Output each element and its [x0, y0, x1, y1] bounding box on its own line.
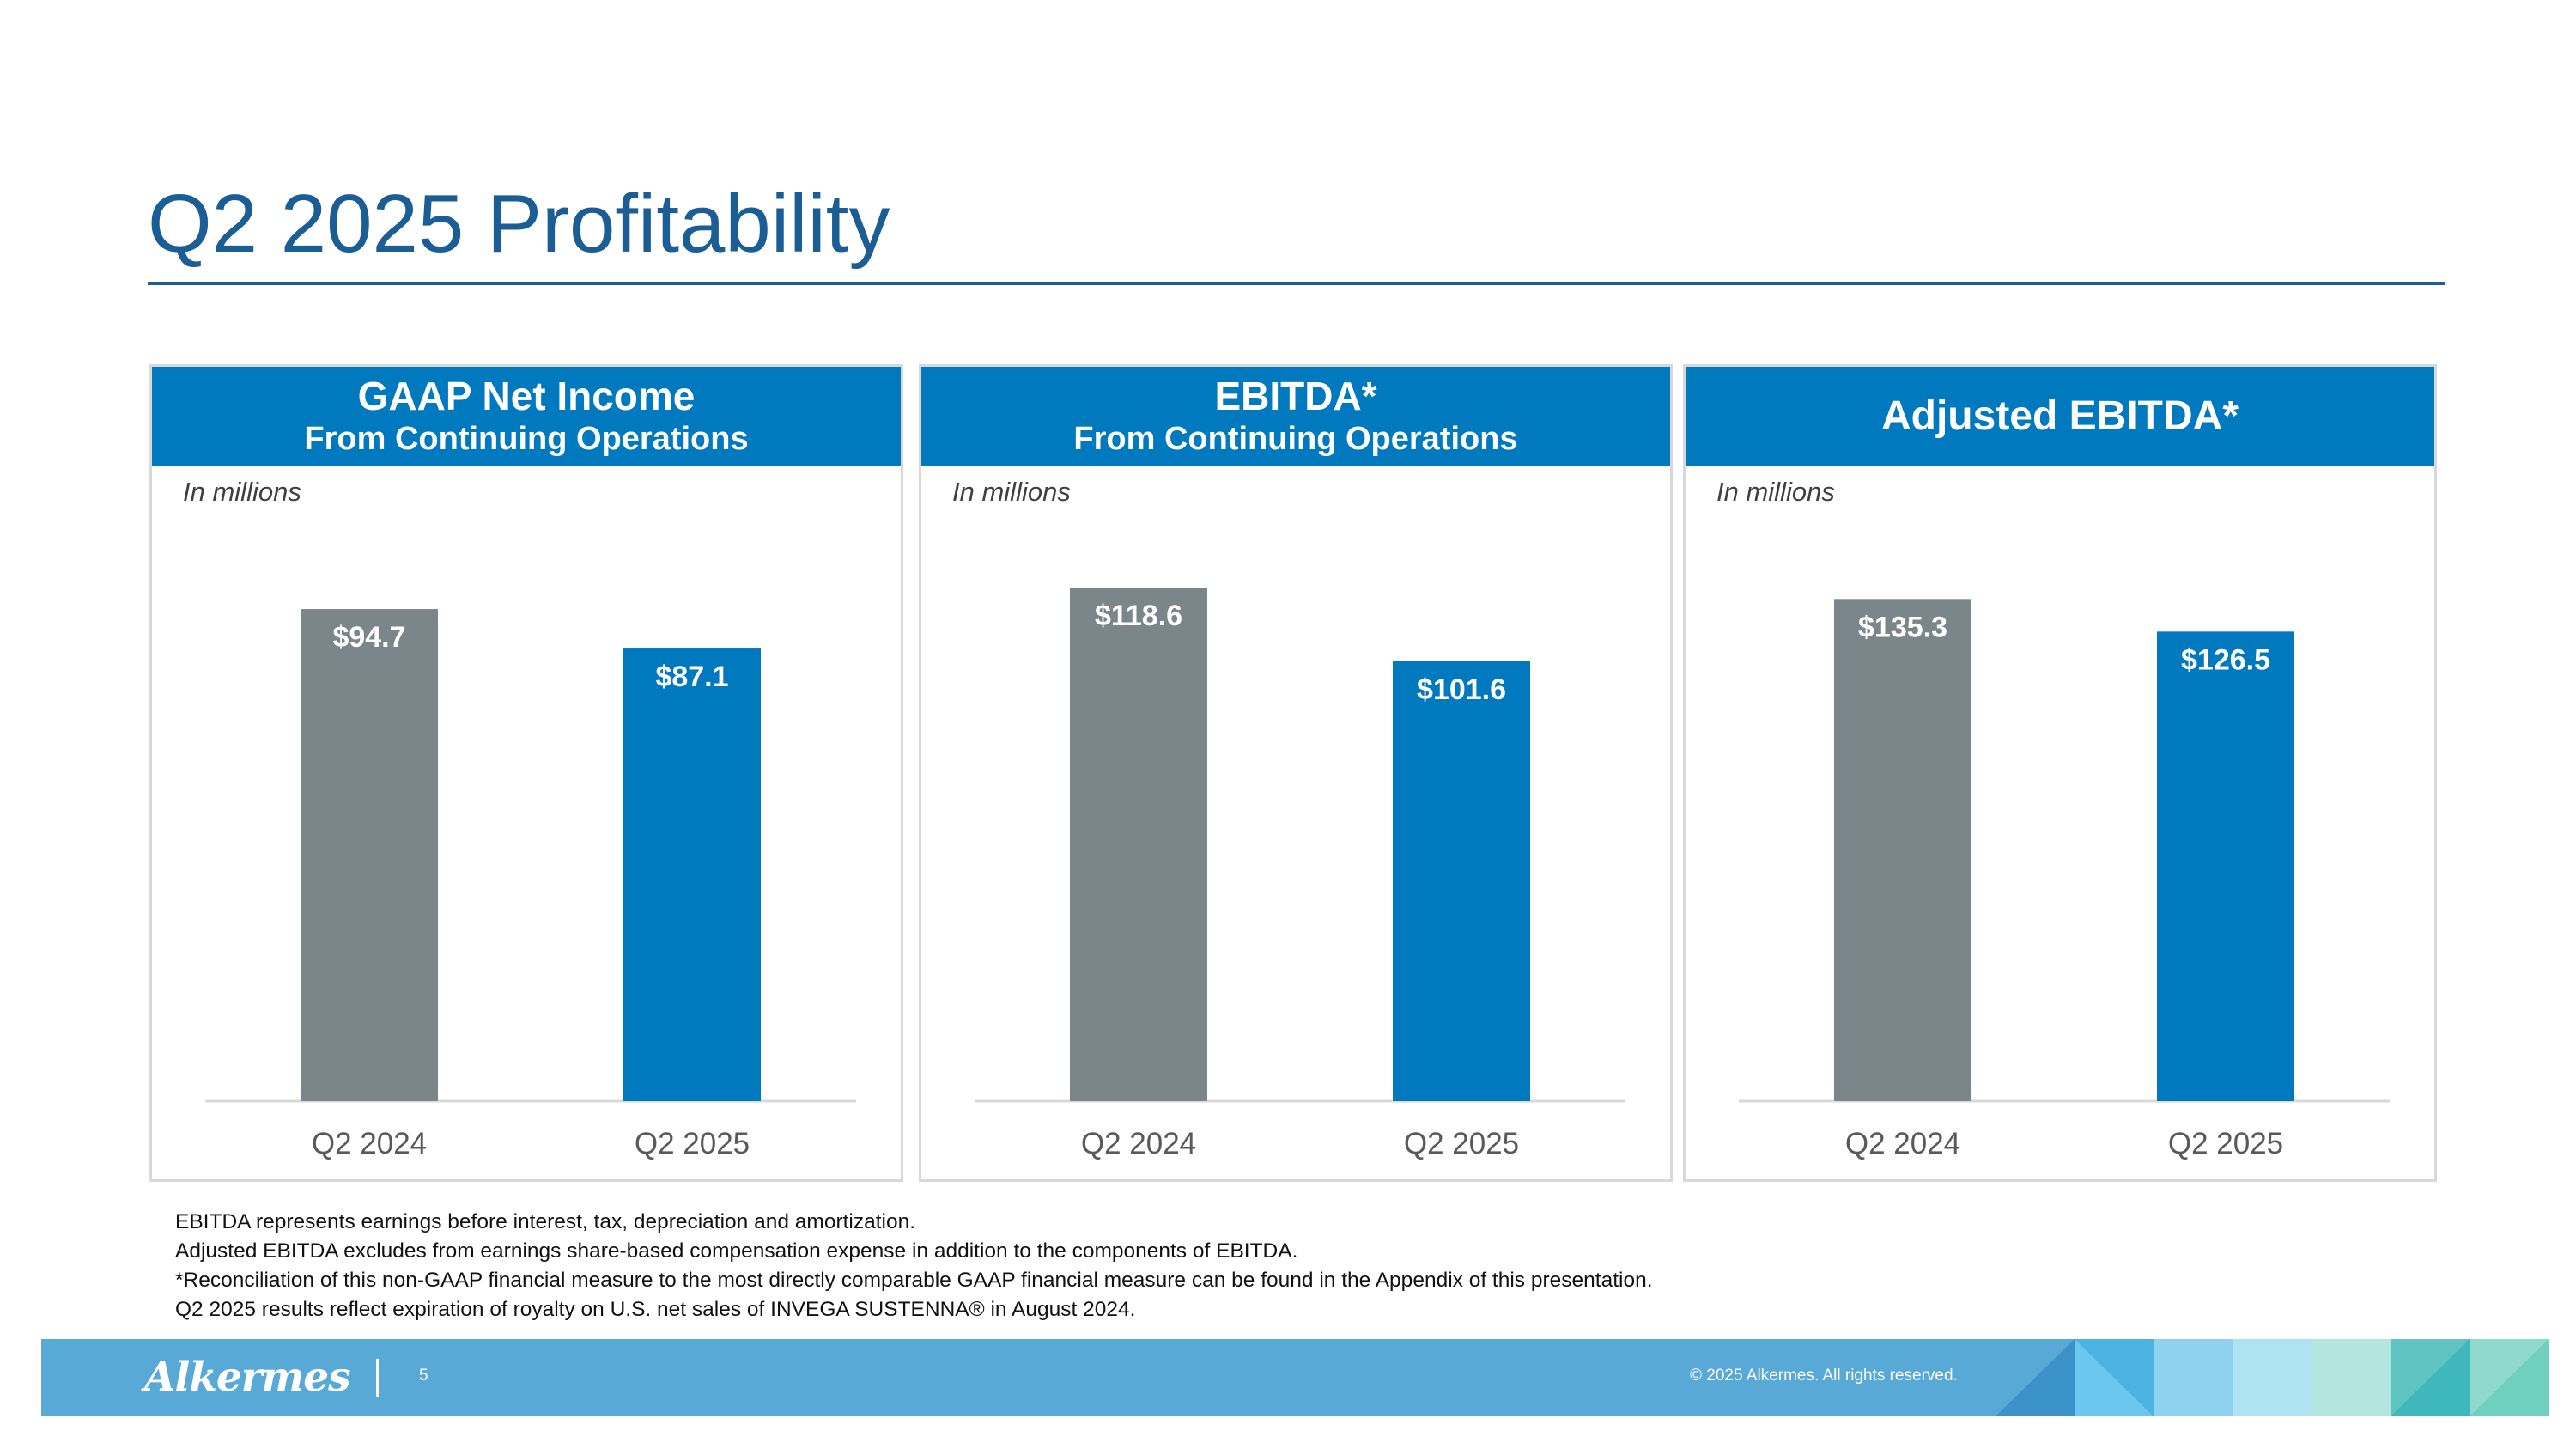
ebitda-chart: $118.6 Q2 2024 $101.6 Q2 2025: [975, 588, 1625, 1160]
gaap-net-income-panel: GAAP Net Income From Continuing Operatio…: [149, 364, 903, 1182]
alkermes-logo: Alkermes: [144, 1354, 351, 1401]
page-title: Q2 2025 Profitability: [148, 178, 890, 270]
bar-value-label: $126.5: [2181, 643, 2270, 676]
bar-q2-2025: [623, 648, 761, 1101]
adjusted-ebitda-chart: $135.3 Q2 2024 $126.5 Q2 2025: [1739, 599, 2390, 1160]
x-tick-label: Q2 2024: [1081, 1127, 1196, 1160]
x-tick-label: Q2 2025: [2168, 1127, 2283, 1160]
copyright-text: © 2025 Alkermes. All rights reserved.: [1690, 1367, 1958, 1385]
panel-title: Adjusted EBITDA*: [1880, 393, 2239, 439]
bar-q2-2024: [301, 609, 438, 1101]
units-note: In millions: [952, 477, 1071, 507]
ebitda-panel: EBITDA* From Continuing Operations In mi…: [919, 364, 1673, 1182]
bar-q2-2024: [1834, 599, 1971, 1101]
gaap-net-income-chart: $94.7 Q2 2024 $87.1 Q2 2025: [205, 609, 856, 1160]
footer-decoration: [1996, 1339, 2549, 1416]
panel-title: GAAP Net Income: [357, 374, 696, 419]
x-tick-label: Q2 2025: [635, 1127, 750, 1160]
adjusted-ebitda-panel: Adjusted EBITDA* In millions $135.3 Q2 20…: [1683, 364, 2437, 1182]
bar-value-label: $118.6: [1095, 600, 1182, 632]
bar-q2-2024: [1070, 588, 1207, 1101]
footnote: EBITDA represents earnings before intere…: [175, 1210, 916, 1233]
units-note: In millions: [183, 477, 301, 507]
panel-header: GAAP Net Income From Continuing Operatio…: [152, 367, 901, 466]
footnotes: EBITDA represents earnings before intere…: [175, 1208, 1653, 1324]
bar-q2-2025: [1393, 661, 1530, 1101]
bar-q2-2025: [2157, 631, 2294, 1101]
x-tick-label: Q2 2025: [1404, 1127, 1519, 1160]
page-number: 5: [419, 1367, 428, 1385]
footnote: Q2 2025 results reflect expiration of ro…: [175, 1298, 1136, 1321]
x-tick-label: Q2 2024: [312, 1127, 427, 1160]
footer-bar: Alkermes 5 © 2025 Alkermes. All rights r…: [41, 1339, 2549, 1416]
units-note: In millions: [1716, 477, 1835, 507]
panel-subtitle: From Continuing Operations: [1073, 421, 1518, 458]
footnote: *Reconciliation of this non-GAAP financi…: [175, 1269, 1653, 1292]
panel-title: EBITDA*: [1214, 374, 1377, 419]
bar-value-label: $87.1: [655, 661, 728, 693]
bar-value-label: $101.6: [1417, 673, 1506, 706]
bar-value-label: $135.3: [1858, 611, 1947, 643]
x-tick-label: Q2 2024: [1845, 1127, 1960, 1160]
title-divider: [148, 282, 2445, 285]
panel-subtitle: From Continuing Operations: [304, 421, 749, 458]
bar-value-label: $94.7: [332, 621, 405, 654]
footnote: Adjusted EBITDA excludes from earnings s…: [175, 1239, 1298, 1263]
panel-header: Adjusted EBITDA*: [1686, 367, 2434, 466]
footer-divider: [376, 1359, 379, 1397]
panel-header: EBITDA* From Continuing Operations: [921, 367, 1670, 466]
